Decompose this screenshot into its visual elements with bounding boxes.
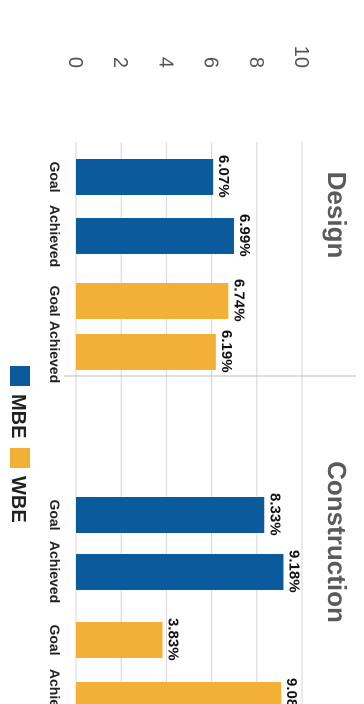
data-label: 9.18% bbox=[285, 550, 302, 593]
category-label: Achieved bbox=[47, 669, 63, 704]
bar-wbe-achieved bbox=[76, 682, 282, 704]
bar-wbe-achieved bbox=[76, 334, 216, 370]
data-label: 6.19% bbox=[218, 330, 235, 373]
group-title: Design bbox=[322, 172, 352, 259]
y-tick-label: 10 bbox=[290, 46, 312, 68]
category-label: Achieved bbox=[47, 321, 63, 383]
bar-mbe-goal bbox=[76, 497, 265, 533]
bar-wbe-goal bbox=[76, 283, 229, 319]
y-tick-label: 8 bbox=[245, 57, 267, 68]
category-label: Goal bbox=[47, 161, 63, 192]
data-label: 3.83% bbox=[165, 618, 182, 661]
category-label: Goal bbox=[47, 285, 63, 316]
data-label: 6.99% bbox=[236, 214, 253, 257]
y-tick-label: 6 bbox=[200, 57, 222, 68]
category-label: Achieved bbox=[47, 205, 63, 267]
data-label: 8.33% bbox=[266, 493, 283, 536]
bar-mbe-goal bbox=[76, 159, 214, 195]
category-label: Goal bbox=[47, 624, 63, 655]
data-label: 6.07% bbox=[215, 155, 232, 198]
bar-mbe-achieved bbox=[76, 554, 284, 590]
bar-wbe-goal bbox=[76, 622, 163, 658]
bar-mbe-achieved bbox=[76, 218, 234, 254]
data-label: 6.74% bbox=[230, 279, 247, 322]
category-label: Goal bbox=[47, 499, 63, 530]
group-title: Construction bbox=[322, 461, 352, 623]
y-tick-label: 0 bbox=[64, 57, 86, 68]
legend-swatch-wbe bbox=[10, 448, 30, 468]
legend-label: MBE bbox=[7, 394, 29, 438]
legend-label: WBE bbox=[7, 476, 29, 523]
legend-swatch-mbe bbox=[10, 366, 30, 386]
data-label: 9.08% bbox=[283, 678, 300, 704]
category-label: Achieved bbox=[47, 541, 63, 603]
y-tick-label: 4 bbox=[154, 57, 176, 68]
y-tick-label: 2 bbox=[109, 57, 131, 68]
